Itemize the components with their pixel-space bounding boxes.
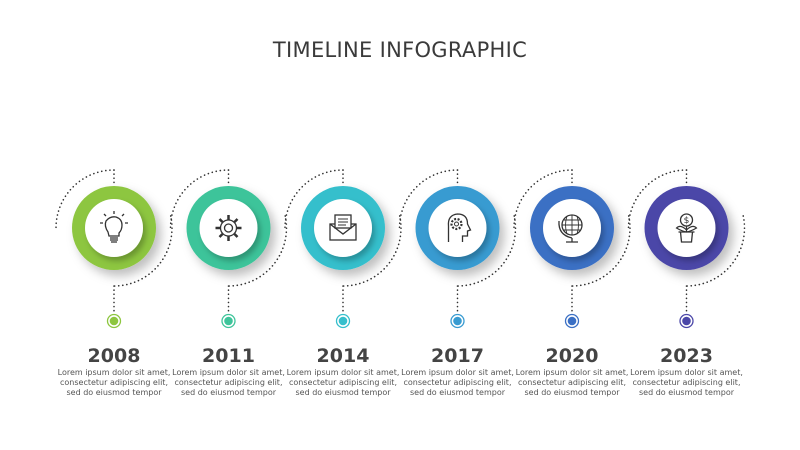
step-description: Lorem ipsum dolor sit amet, consectetur … — [401, 368, 514, 397]
dotted-arc-left — [284, 169, 344, 229]
gear-icon — [215, 215, 242, 241]
step-description: Lorem ipsum dolor sit amet, consectetur … — [630, 368, 743, 397]
marker-dot — [338, 316, 348, 326]
timeline-step — [398, 169, 517, 329]
marker-dot — [682, 316, 691, 326]
step-year: 2011 — [202, 345, 255, 367]
step-year: 2008 — [87, 345, 141, 367]
dotted-arc-right — [456, 215, 517, 287]
svg-text:$: $ — [684, 216, 690, 226]
dotted-arc-left — [513, 169, 573, 229]
step-description: Lorem ipsum dolor sit amet, consectetur … — [57, 368, 171, 397]
dotted-arc-right — [113, 215, 173, 287]
timeline-step — [513, 169, 631, 329]
dotted-arc-right — [342, 215, 402, 287]
step-description: Lorem ipsum dolor sit amet, consectetur … — [172, 368, 285, 397]
page-title: TIMELINE INFOGRAPHIC — [272, 38, 528, 62]
timeline-step — [55, 169, 173, 329]
dotted-arc-right — [571, 215, 631, 287]
globe-icon — [558, 214, 583, 243]
step-center — [85, 199, 143, 257]
step-year: 2020 — [545, 345, 599, 367]
step-center — [428, 199, 487, 257]
timeline-step — [284, 169, 402, 329]
marker-dot — [224, 316, 233, 326]
money-plant-icon: $ — [675, 213, 698, 243]
dotted-arc-right — [685, 215, 746, 287]
dotted-arc-left — [169, 169, 230, 229]
head-gear-icon — [447, 213, 472, 242]
dotted-arc-left — [627, 169, 688, 229]
lightbulb-icon — [100, 211, 128, 243]
step-year: 2017 — [431, 345, 484, 367]
dotted-arc-left — [55, 169, 115, 229]
timeline-step: $ — [627, 169, 746, 329]
dotted-arc-left — [398, 169, 459, 229]
marker-dot — [109, 316, 119, 326]
step-year: 2023 — [660, 345, 713, 367]
timeline-step — [169, 169, 288, 329]
step-center — [199, 199, 258, 257]
step-description: Lorem ipsum dolor sit amet, consectetur … — [515, 368, 629, 397]
marker-dot — [567, 316, 577, 326]
dotted-arc-right — [227, 215, 288, 287]
step-year: 2014 — [316, 345, 370, 367]
marker-dot — [453, 316, 462, 326]
step-description: Lorem ipsum dolor sit amet, consectetur … — [286, 368, 400, 397]
envelope-icon — [329, 214, 357, 241]
